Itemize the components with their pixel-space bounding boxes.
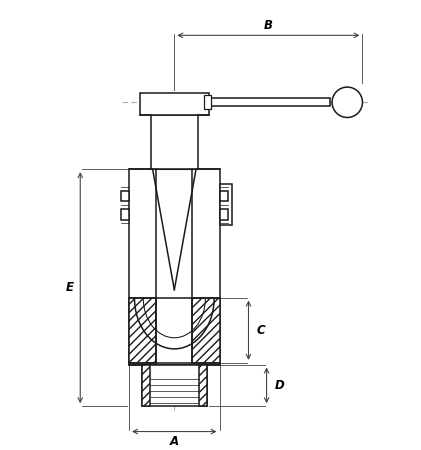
Bar	[151, 115, 198, 169]
Circle shape	[332, 87, 362, 117]
Bar	[140, 93, 209, 115]
Text: D: D	[274, 379, 284, 392]
Text: E: E	[66, 281, 74, 294]
Text: A: A	[170, 435, 179, 448]
Bar	[219, 209, 227, 220]
Bar	[142, 364, 150, 406]
Bar	[142, 364, 207, 406]
Polygon shape	[129, 297, 156, 363]
Bar	[121, 209, 129, 220]
Bar	[209, 98, 330, 106]
Bar	[204, 95, 210, 109]
Bar	[129, 169, 219, 364]
Text: B: B	[264, 19, 273, 32]
Bar	[219, 191, 227, 202]
Bar	[199, 364, 207, 406]
Bar	[219, 184, 232, 225]
Bar	[121, 191, 129, 202]
Polygon shape	[192, 297, 219, 363]
Text: C: C	[256, 324, 265, 337]
